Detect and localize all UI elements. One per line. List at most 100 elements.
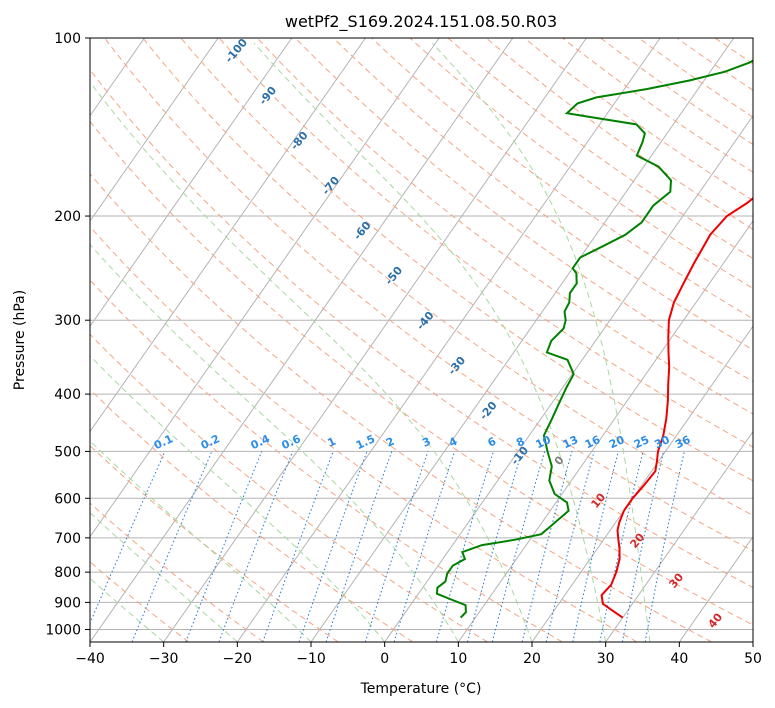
isotherm-line [678,535,753,642]
dry-adiabat-line [485,38,753,230]
dry-adiabat-line [90,69,753,589]
x-tick-label: −30 [149,651,179,667]
dry-adiabat-label: 30 [666,570,686,590]
isotherm-line [90,38,514,642]
x-tick-label: 0 [380,651,389,667]
plot-frame [89,37,754,643]
dry-adiabat-label: 20 [627,530,647,550]
mixing-ratio-line [185,451,263,642]
mixing-ratio-line [491,451,546,642]
mixing-ratio-label: 25 [632,433,651,451]
x-tick-label: 50 [744,651,762,667]
dry-adiabat-line [295,38,753,383]
dewpoint-profile-line [435,59,753,619]
mixing-ratio-line [599,451,644,642]
dry-adiabat-line [90,279,563,642]
dry-adiabat-line [90,120,753,626]
moist-adiabat-line [90,577,165,642]
dry-adiabat-label: 40 [705,610,725,630]
mixing-ratio-label: 6 [486,435,499,450]
dry-adiabat-line [371,38,753,320]
x-tick-label: −20 [223,651,253,667]
isotherm-line [605,430,753,642]
mixing-ratio-label: 20 [607,433,627,451]
isotherm-line [457,220,753,642]
dry-adiabat-label: -100 [222,36,250,66]
dry-adiabat-line [447,38,753,260]
mixing-ratio-label: 1.5 [354,432,377,452]
mixing-ratio-label: 0.2 [199,432,222,452]
mixing-ratio-label: 10 [533,433,553,451]
dry-adiabat-line [90,561,190,642]
mixing-ratio-label: 13 [561,433,580,451]
mixing-ratio-line [467,451,523,642]
dry-adiabat-line [333,38,753,351]
x-tick-label: −10 [296,651,326,667]
moist-adiabat-line [90,243,459,642]
moist-adiabat-line [90,355,386,642]
mixing-ratio-line [621,451,664,642]
dry-adiabat-line [90,333,488,642]
y-tick-label: 600 [54,491,81,507]
mixing-ratio-label: 30 [652,433,672,451]
moist-adiabat-line [432,42,651,642]
dry-adiabat-line [676,38,753,91]
isotherm-line [310,38,735,642]
mixing-ratio-line [131,451,213,642]
y-tick-label: 500 [54,444,81,460]
isotherm-line [0,38,71,642]
y-axis-label: Pressure (hPa) [12,290,28,390]
mixing-ratio-label: 16 [583,433,603,451]
mixing-ratio-line [364,451,429,642]
moist-adiabat-line [253,42,607,642]
mixing-ratio-line [521,451,573,642]
dry-adiabat-label: -90 [256,84,279,108]
mixing-ratio-line [325,451,393,642]
dry-adiabat-label: -80 [288,129,311,153]
x-tick-label: 10 [449,651,467,667]
mixing-ratio-label: 4 [447,435,460,450]
mixing-ratio-line [644,451,685,642]
mixing-ratio-line [262,451,334,642]
isotherm-line [90,38,366,433]
x-tick-label: 30 [597,651,615,667]
dry-adiabat-label: -20 [477,399,500,423]
moist-adiabat-line [90,512,238,642]
dry-adiabat-line [142,38,753,517]
dry-adiabat-label: -70 [319,174,342,198]
y-tick-label: 900 [54,595,81,611]
x-tick-label: 20 [523,651,541,667]
moist-adiabat-line [90,81,533,642]
dry-adiabat-line [523,38,753,202]
dry-adiabat-label: 0 [552,453,567,467]
mixing-ratio-label: 0.1 [152,432,175,452]
dry-adiabat-line [600,38,753,145]
x-tick-label: 40 [670,651,688,667]
mixing-ratio-line [90,451,166,625]
y-tick-label: 700 [54,531,81,547]
y-tick-label: 100 [54,31,81,47]
dry-adiabat-line [753,38,775,642]
mixing-ratio-label: 0.4 [249,432,272,452]
isotherm-line [531,325,753,642]
isotherm-line [90,38,293,328]
dry-adiabat-label: -50 [382,264,405,288]
dry-adiabat-label: 10 [588,490,608,510]
y-tick-label: 800 [54,565,81,581]
x-axis-label: Temperature (°C) [360,681,482,697]
mixing-ratio-line [572,451,619,642]
mixing-ratio-line [393,451,456,642]
dry-adiabat-label: -60 [351,219,374,243]
isotherm-line [384,114,753,642]
mixing-ratio-line [545,451,595,642]
dry-adiabat-line [714,38,753,65]
mixing-ratio-label: 2 [384,435,396,450]
y-tick-label: 1000 [45,622,81,638]
dry-adiabat-line [256,38,753,415]
isotherm-line [752,641,753,642]
y-tick-label: 400 [54,387,81,403]
isotherm-line [90,38,440,538]
dry-adiabat-line [562,38,753,173]
dry-adiabat-line [90,444,339,642]
